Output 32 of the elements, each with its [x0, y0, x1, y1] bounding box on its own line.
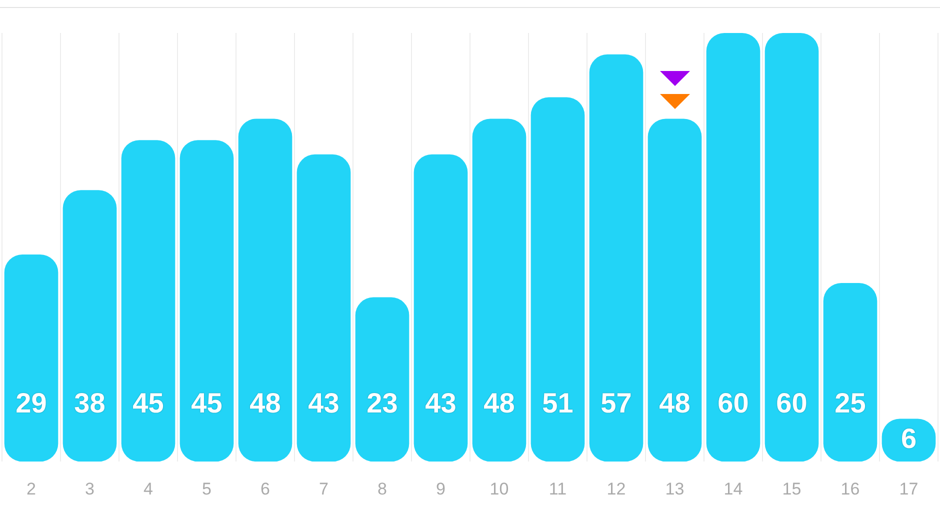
x-tick-label: 16 — [840, 479, 860, 498]
data-label: 45 — [132, 387, 164, 418]
x-tick-label: 15 — [782, 479, 802, 498]
x-tick-label: 7 — [319, 479, 328, 498]
data-label: 48 — [250, 387, 281, 418]
data-label: 60 — [776, 387, 808, 418]
data-label: 60 — [718, 387, 749, 418]
data-label: 6 — [900, 422, 917, 454]
data-label: 38 — [74, 387, 106, 418]
data-label: 57 — [600, 387, 632, 418]
x-tick-label: 13 — [665, 479, 684, 498]
data-label: 23 — [366, 387, 398, 418]
x-tick-label: 12 — [606, 479, 626, 498]
x-tick-label: 11 — [548, 479, 567, 498]
data-label: 45 — [191, 387, 222, 418]
data-label: 25 — [834, 387, 866, 418]
data-label: 29 — [16, 387, 47, 418]
x-tick-label: 9 — [436, 479, 446, 498]
data-label: 48 — [659, 387, 690, 418]
data-label: 51 — [542, 387, 574, 418]
x-tick-label: 2 — [26, 479, 36, 498]
x-tick-label: 6 — [260, 479, 270, 498]
data-label: 43 — [308, 387, 340, 418]
x-tick-label: 4 — [144, 479, 153, 498]
x-tick-label: 8 — [378, 479, 387, 498]
x-tick-label: 3 — [85, 479, 94, 498]
x-tick-label: 10 — [490, 479, 509, 498]
x-tick-label: 5 — [202, 479, 212, 498]
x-tick-label: 17 — [899, 479, 918, 498]
data-label: 48 — [484, 387, 515, 418]
x-tick-label: 14 — [724, 479, 743, 498]
data-label: 43 — [425, 387, 456, 418]
